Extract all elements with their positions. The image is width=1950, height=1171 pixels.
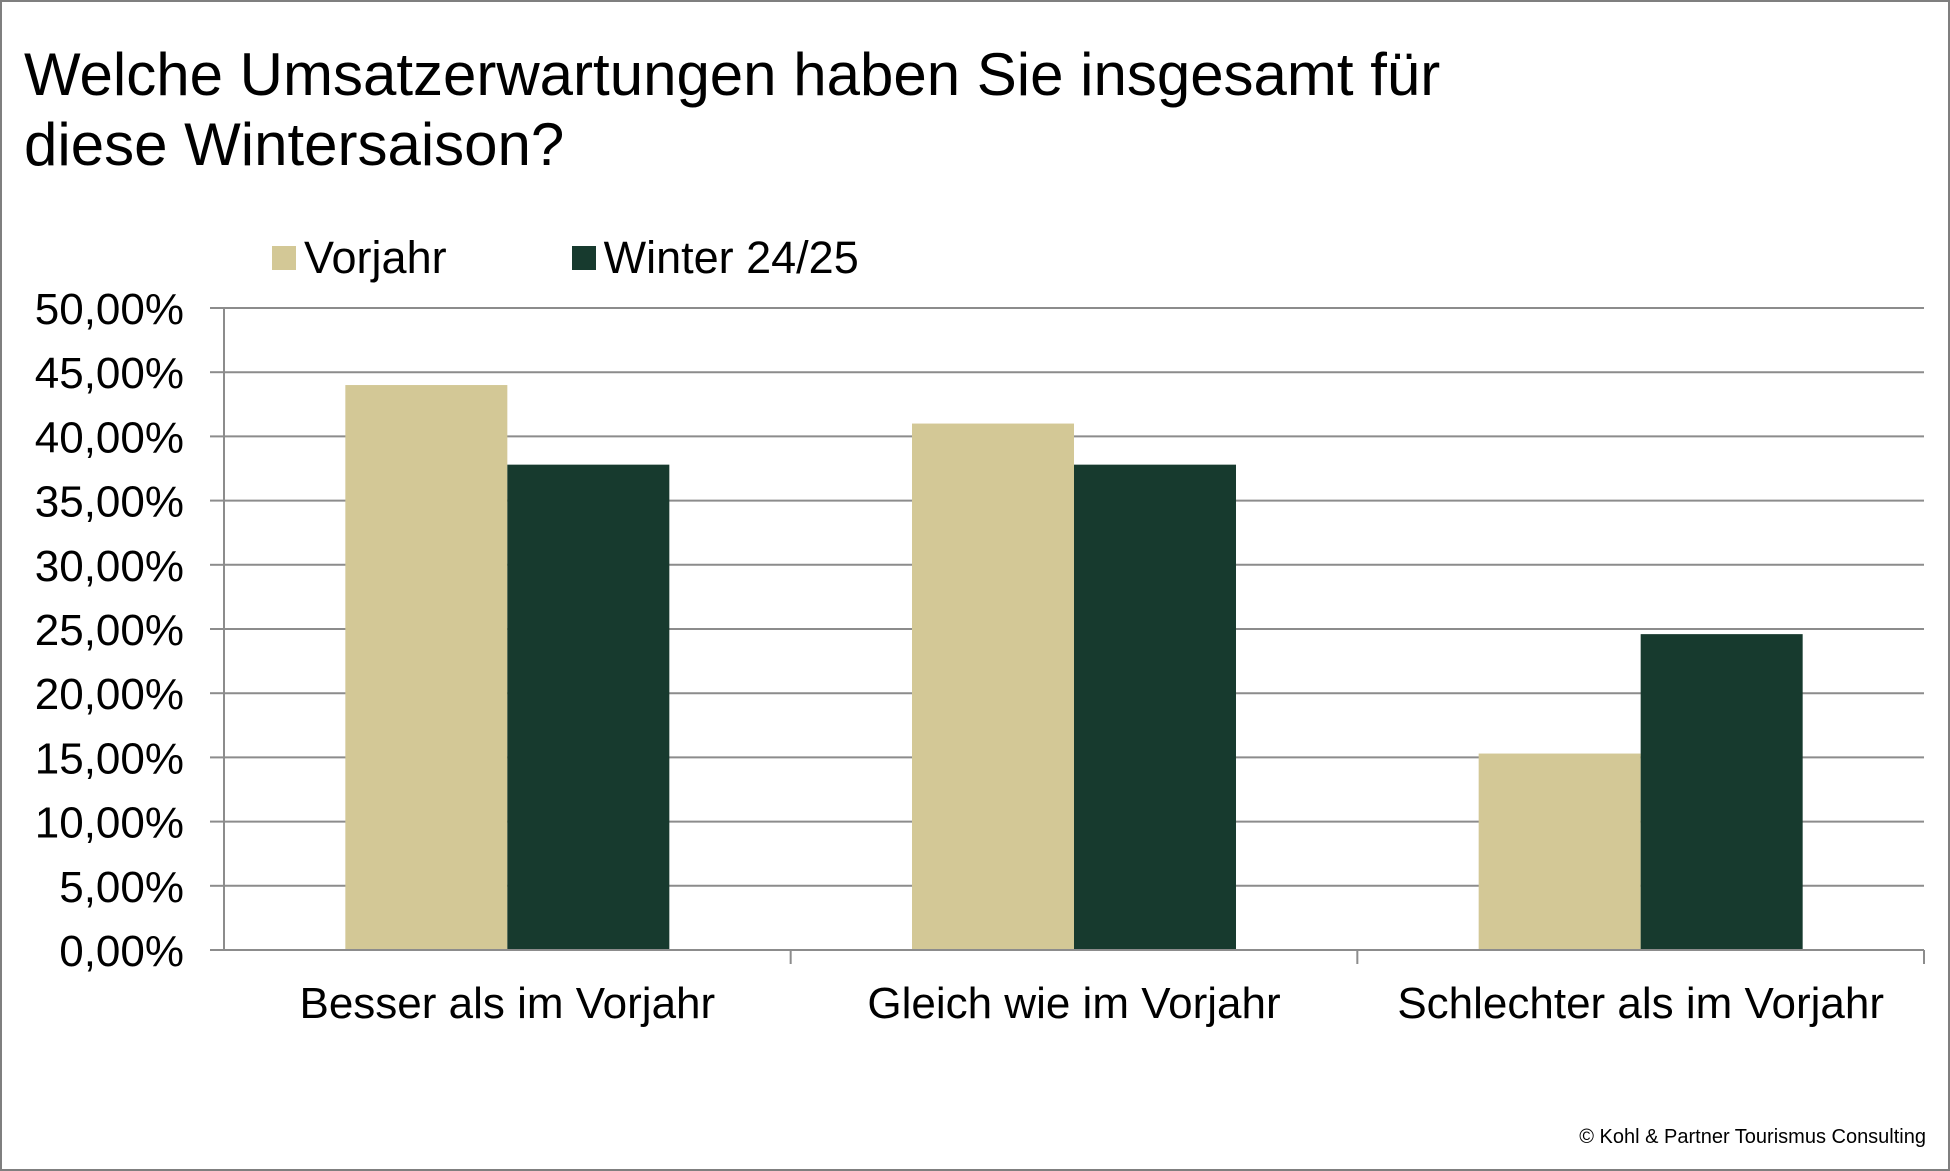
bar-winter (1074, 464, 1236, 950)
legend-item-winter: Winter 24/25 (571, 228, 859, 288)
y-tick-label: 0,00% (59, 927, 184, 976)
y-tick-label: 20,00% (35, 670, 184, 719)
chart-title: Welche Umsatzerwartungen haben Sie insge… (24, 40, 1724, 180)
legend-label-winter: Winter 24/25 (603, 232, 859, 283)
legend-label-vorjahr: Vorjahr (304, 232, 447, 283)
chart-title-line-1: Welche Umsatzerwartungen haben Sie insge… (24, 41, 1441, 108)
legend-item-vorjahr: Vorjahr (272, 228, 447, 288)
bar-vorjahr (345, 385, 508, 950)
chart-legend: Vorjahr Winter 24/25 (272, 228, 984, 288)
legend-swatch-vorjahr (272, 246, 296, 270)
y-tick-label: 35,00% (35, 478, 184, 527)
y-axis-labels: 0,00% 5,00% 10,00% 15,00% 20,00% 25,00% 30,00%… (35, 285, 184, 976)
copyright-note: © Kohl & Partner Tourismus Consulting (1579, 1126, 1926, 1148)
axes (210, 307, 1925, 964)
x-category-label: Gleich wie im Vorjahr (867, 979, 1280, 1028)
y-tick-label: 5,00% (59, 863, 184, 912)
y-tick-label: 15,00% (35, 734, 184, 783)
y-tick-label: 50,00% (35, 285, 184, 334)
y-tick-label: 45,00% (35, 349, 184, 398)
x-category-label: Besser als im Vorjahr (299, 979, 715, 1028)
bar-vorjahr (1478, 753, 1641, 950)
y-tick-label: 30,00% (35, 542, 184, 591)
legend-swatch-winter (571, 246, 596, 270)
bar-vorjahr (912, 423, 1074, 950)
x-axis-labels: Besser als im Vorjahr Gleich wie im Vorja… (299, 979, 1884, 1028)
y-tick-label: 25,00% (35, 606, 184, 655)
y-tick-label: 40,00% (35, 413, 184, 462)
y-tick-label: 10,00% (35, 799, 184, 848)
bar-winter (507, 464, 670, 950)
x-category-label: Schlechter als im Vorjahr (1397, 979, 1884, 1028)
chart-title-line-2: diese Wintersaison? (24, 111, 565, 178)
bars (345, 385, 1803, 950)
bar-winter (1640, 634, 1803, 950)
